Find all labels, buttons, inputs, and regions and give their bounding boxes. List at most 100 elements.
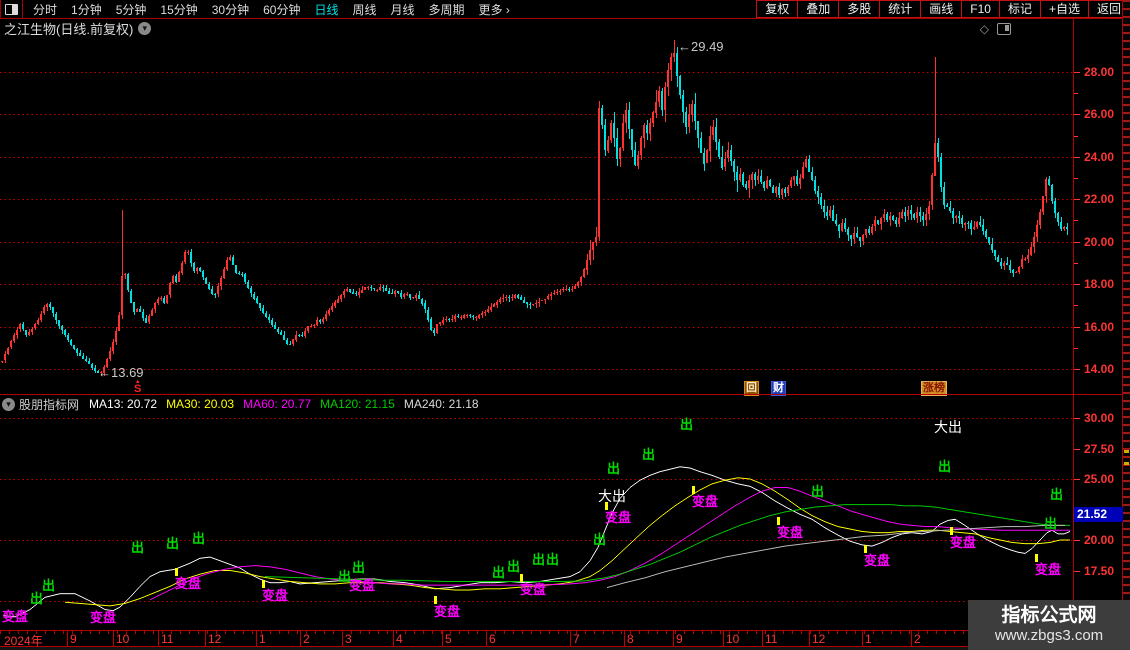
period-item[interactable]: 30分钟 — [212, 1, 249, 18]
indicator-source-label: 股朋指标网 — [19, 396, 79, 413]
main-kline-chart[interactable] — [0, 38, 1073, 395]
action-button[interactable]: 复权 — [756, 0, 798, 18]
window-split-icon — [5, 4, 18, 15]
chevron-down-icon[interactable]: ▾ — [138, 22, 151, 35]
action-button[interactable]: 标记 — [999, 0, 1041, 18]
period-item[interactable]: 15分钟 — [160, 1, 197, 18]
indicator-tick-label: 25.00 — [1084, 472, 1114, 486]
reversal-signal-label: 变盘 — [777, 526, 803, 539]
strip-marker — [1124, 450, 1129, 453]
exit-signal-label: 出 — [1050, 488, 1063, 501]
signal-tick-icon — [520, 574, 523, 582]
indicator-tick-label: 20.00 — [1084, 533, 1114, 547]
period-menu: 分时 1分钟 5分钟 15分钟 30分钟 60分钟日线周线月线多周期更多 › — [23, 1, 757, 18]
month-separator — [862, 631, 863, 646]
month-label: 10 — [116, 632, 129, 646]
reversal-signal-label: 变盘 — [349, 579, 375, 592]
exit-signal-label: 出 — [593, 533, 606, 546]
exit-signal-label: 出 — [938, 460, 951, 473]
month-separator — [486, 631, 487, 646]
signal-tick-icon — [434, 596, 437, 604]
month-separator — [113, 631, 114, 646]
price-tick-label: 14.00 — [1084, 362, 1114, 376]
action-button[interactable]: 统计 — [879, 0, 921, 18]
period-item[interactable]: 5分钟 — [116, 1, 147, 18]
month-label: 6 — [489, 632, 496, 646]
axis-divider-line — [1073, 19, 1074, 646]
collapsed-side-strip[interactable] — [1123, 0, 1130, 650]
reversal-signal-label: 变盘 — [605, 511, 631, 524]
action-button[interactable]: 画线 — [920, 0, 962, 18]
period-item[interactable]: 周线 — [352, 1, 376, 18]
month-label: 9 — [70, 632, 77, 646]
action-button[interactable]: F10 — [961, 0, 1000, 18]
period-item[interactable]: 1分钟 — [71, 1, 102, 18]
reversal-signal-label: 变盘 — [434, 605, 460, 618]
reversal-signal-label: 变盘 — [864, 554, 890, 567]
panel-toggle-icon[interactable] — [997, 23, 1011, 35]
reversal-signal-label: 变盘 — [950, 536, 976, 549]
month-label: 5 — [445, 632, 452, 646]
exit-signal-label: 出 — [42, 579, 55, 592]
reversal-signal-label: 变盘 — [692, 495, 718, 508]
month-separator — [256, 631, 257, 646]
big-exit-signal-label: 大出 — [934, 421, 962, 434]
month-label: 1 — [865, 632, 872, 646]
month-separator — [342, 631, 343, 646]
price-tick-label: 28.00 — [1084, 65, 1114, 79]
exit-signal-label: 出 — [607, 462, 620, 475]
period-item[interactable]: 更多 › — [479, 1, 510, 18]
period-item[interactable]: 多周期 — [429, 1, 465, 18]
reversal-signal-label: 变盘 — [262, 589, 288, 602]
action-button[interactable]: 叠加 — [797, 0, 839, 18]
exit-signal-label: 出 — [680, 418, 693, 431]
period-item[interactable]: 60分钟 — [263, 1, 300, 18]
month-separator — [300, 631, 301, 646]
big-exit-signal-label: 大出 — [598, 490, 626, 503]
date-axis[interactable]: 2024年910111212345678910111212 — [0, 631, 1122, 646]
exit-signal-label: 出 — [352, 561, 365, 574]
month-separator — [911, 631, 912, 646]
trading-terminal: 分时 1分钟 5分钟 15分钟 30分钟 60分钟日线周线月线多周期更多 › 复权叠加多股… — [0, 0, 1130, 650]
ma-value-label: MA60: 20.77 — [243, 397, 311, 411]
month-label: 2 — [914, 632, 921, 646]
ma-value-label: MA13: 20.72 — [89, 397, 157, 411]
month-separator — [393, 631, 394, 646]
action-button[interactable]: +自选 — [1040, 0, 1089, 18]
month-label: 11 — [765, 632, 777, 646]
collapse-indicator-icon[interactable]: ▾ — [2, 398, 15, 411]
exit-signal-label: 出 — [166, 537, 179, 550]
window-layout-button[interactable] — [0, 0, 23, 18]
signal-tick-icon — [175, 568, 178, 576]
month-separator — [723, 631, 724, 646]
period-item[interactable]: 月线 — [391, 1, 415, 18]
price-tick-label: 20.00 — [1084, 235, 1114, 249]
month-separator — [158, 631, 159, 646]
exit-signal-label: 出 — [1044, 517, 1057, 530]
month-separator — [624, 631, 625, 646]
indicator-tick-label: 17.50 — [1084, 564, 1114, 578]
indicator-ma-chart[interactable] — [0, 412, 1073, 630]
watermark: 指标公式网 www.zbgs3.com — [968, 600, 1130, 650]
diamond-icon[interactable]: ◇ — [980, 22, 989, 36]
period-item[interactable]: 日线 — [314, 1, 338, 18]
period-item[interactable]: 分时 — [33, 1, 57, 18]
low-price-annotation: ←13.69 — [98, 365, 144, 380]
indicator-tick-label: 27.50 — [1084, 442, 1114, 456]
main-chart-bottom-border — [0, 394, 1122, 395]
signal-tick-icon — [950, 527, 953, 535]
price-tick-label: 22.00 — [1084, 192, 1114, 206]
indicator-tick-label: 30.00 — [1084, 411, 1114, 425]
exit-signal-label: 出 — [532, 553, 545, 566]
month-separator — [67, 631, 68, 646]
exit-signal-label: 出 — [811, 485, 824, 498]
signal-tick-icon — [777, 517, 780, 525]
month-label: 7 — [573, 632, 580, 646]
signal-tick-icon — [864, 545, 867, 553]
exit-signal-label: 出 — [131, 541, 144, 554]
price-tick-label: 18.00 — [1084, 277, 1114, 291]
month-separator — [673, 631, 674, 646]
ma-value-label: MA30: 20.03 — [166, 397, 234, 411]
exit-signal-label: 出 — [642, 448, 655, 461]
action-button[interactable]: 多股 — [838, 0, 880, 18]
